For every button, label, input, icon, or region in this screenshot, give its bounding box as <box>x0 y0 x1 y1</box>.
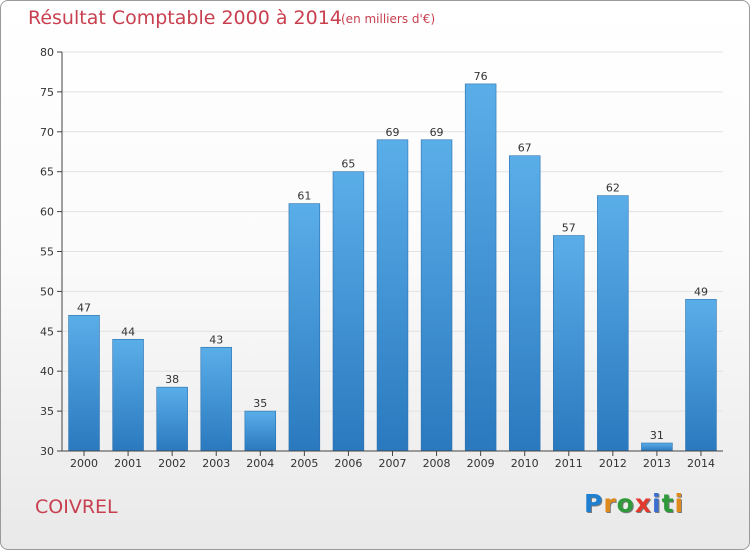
y-tick-label: 45 <box>40 325 54 338</box>
logo-letter: i <box>674 489 685 518</box>
bar-2005 <box>288 203 321 452</box>
bar-2014 <box>685 299 717 452</box>
data-label-2000: 47 <box>77 301 91 314</box>
data-label-2009: 76 <box>474 70 488 83</box>
x-tick-label-2008: 2008 <box>423 457 451 470</box>
data-label-2007: 69 <box>386 126 400 139</box>
data-label-2011: 57 <box>562 222 576 235</box>
x-tick-label-2010: 2010 <box>511 457 539 470</box>
data-label-2003: 43 <box>209 333 223 346</box>
bar-2004 <box>244 410 277 452</box>
bar-2008 <box>420 139 453 452</box>
y-tick-label: 80 <box>40 46 54 59</box>
y-tick-label: 30 <box>40 445 54 458</box>
x-tick-label-2004: 2004 <box>246 457 274 470</box>
bar-layer <box>68 83 717 452</box>
data-label-2008: 69 <box>430 126 444 139</box>
place-name: COIVREL <box>35 496 118 518</box>
chart-title: Résultat Comptable 2000 à 2014 <box>28 7 342 29</box>
y-tick-label: 70 <box>40 126 54 139</box>
chart-subtitle: (en milliers d'€) <box>341 12 436 26</box>
bar-2006 <box>332 171 365 452</box>
data-label-2010: 67 <box>518 142 532 155</box>
x-tick-label-2003: 2003 <box>202 457 230 470</box>
x-tick-label-2013: 2013 <box>643 457 671 470</box>
logo-letter: P <box>584 489 604 518</box>
y-tick-label: 40 <box>40 365 54 378</box>
x-tick-label-2006: 2006 <box>334 457 362 470</box>
axis-layer <box>57 51 723 456</box>
x-tick-label-2001: 2001 <box>114 457 142 470</box>
y-tick-label: 65 <box>40 166 54 179</box>
x-tick-label-2012: 2012 <box>599 457 627 470</box>
y-tick-label: 55 <box>40 246 54 259</box>
x-tick-label-2011: 2011 <box>555 457 583 470</box>
bar-2003 <box>200 346 232 452</box>
bar-2001 <box>112 338 144 452</box>
data-label-2002: 38 <box>165 373 179 386</box>
bar-2002 <box>156 386 188 452</box>
x-tick-label-2000: 2000 <box>70 457 98 470</box>
x-tick-label-2002: 2002 <box>158 457 186 470</box>
label-layer: 30 35 40 45 50 55 60 65 70 75 80 47 2000 44 2001 38 2002… <box>40 46 715 470</box>
x-tick-label-2014: 2014 <box>687 457 715 470</box>
logo-letter: o <box>616 489 635 518</box>
x-tick-label-2009: 2009 <box>467 457 495 470</box>
data-label-2006: 65 <box>341 158 355 171</box>
logo-letter: t <box>661 489 675 518</box>
y-tick-label: 35 <box>40 405 54 418</box>
x-tick-label-2005: 2005 <box>290 457 318 470</box>
bar-2012 <box>597 195 629 452</box>
bar-2010 <box>508 155 541 452</box>
proxiti-logo: Proxiti <box>584 489 684 518</box>
x-tick-label-2007: 2007 <box>379 457 407 470</box>
data-label-2005: 61 <box>297 190 311 203</box>
data-label-2012: 62 <box>606 182 620 195</box>
bar-2009 <box>464 83 497 452</box>
logo-letter: x <box>634 489 652 518</box>
logo-letter: i <box>652 489 662 518</box>
bar-2011 <box>553 235 585 452</box>
y-tick-label: 50 <box>40 285 54 298</box>
y-tick-label: 60 <box>40 206 54 219</box>
data-label-2014: 49 <box>694 285 708 298</box>
y-tick-label: 75 <box>40 86 54 99</box>
logo-letter: r <box>603 489 617 518</box>
data-label-2001: 44 <box>121 325 135 338</box>
bar-2000 <box>68 315 100 452</box>
data-label-2013: 31 <box>650 429 664 442</box>
data-label-2004: 35 <box>253 397 267 410</box>
bar-2013 <box>641 442 673 452</box>
bar-2007 <box>376 139 409 452</box>
